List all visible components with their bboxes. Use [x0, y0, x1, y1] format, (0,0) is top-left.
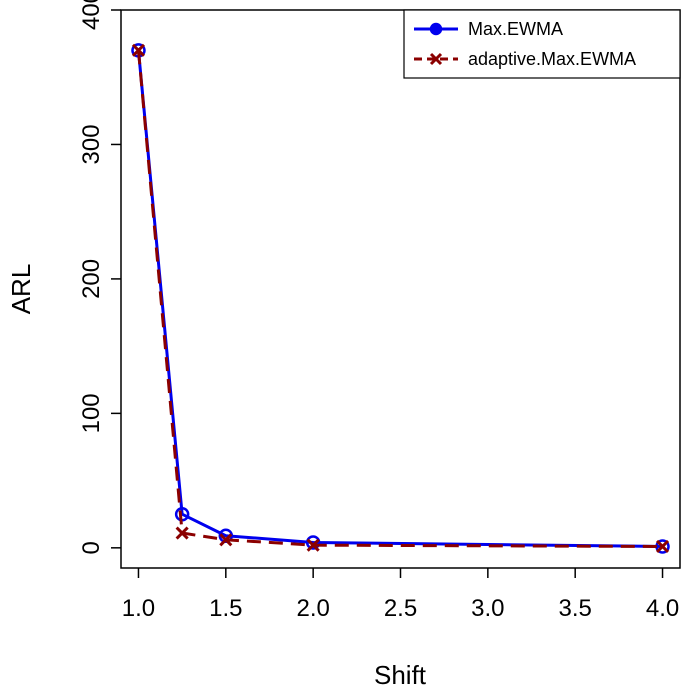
legend-entry: Max.EWMA: [414, 19, 563, 39]
data-point: [306, 538, 320, 552]
legend-entry: adaptive.Max.EWMA: [414, 49, 636, 69]
data-point: [219, 533, 233, 547]
y-axis-title: ARL: [6, 264, 36, 315]
x-tick-label: 1.0: [122, 595, 155, 622]
legend: Max.EWMA adaptive.Max.EWMA: [403, 9, 681, 79]
x-tick-label: 3.5: [559, 595, 592, 622]
x-tick-label: 2.0: [296, 595, 329, 622]
plot-frame: [120, 9, 681, 569]
y-tick-label: 300: [78, 124, 105, 164]
legend-label: adaptive.Max.EWMA: [468, 49, 636, 69]
legend-marker: [429, 52, 443, 66]
data-point: [131, 43, 146, 57]
data-point: [655, 539, 670, 554]
series-layer: [131, 43, 670, 554]
x-axis-title: Shift: [374, 660, 427, 690]
x-axis: 1.0 1.5 2.0 2.5 3.0 3.5 4.0: [122, 568, 679, 622]
x-tick-label: 1.5: [209, 595, 242, 622]
series-line: [136, 50, 663, 548]
y-tick-label: 200: [78, 259, 105, 299]
y-tick-label: 400: [78, 0, 105, 30]
y-tick-label: 0: [78, 541, 105, 554]
series-Max.EWMA: [131, 43, 670, 554]
y-tick-label: 100: [78, 393, 105, 433]
legend-box: [403, 9, 681, 79]
x-tick-label: 2.5: [384, 595, 417, 622]
series-adaptive.Max.EWMA: [131, 43, 670, 554]
x-tick-label: 4.0: [646, 595, 679, 622]
data-point: [175, 526, 189, 540]
y-axis: 0 100 200 300 400: [78, 0, 121, 555]
data-point: [305, 535, 321, 550]
series-line: [136, 50, 663, 548]
legend-label: Max.EWMA: [468, 19, 563, 39]
x-tick-label: 3.0: [471, 595, 504, 622]
legend-marker: [429, 22, 443, 36]
